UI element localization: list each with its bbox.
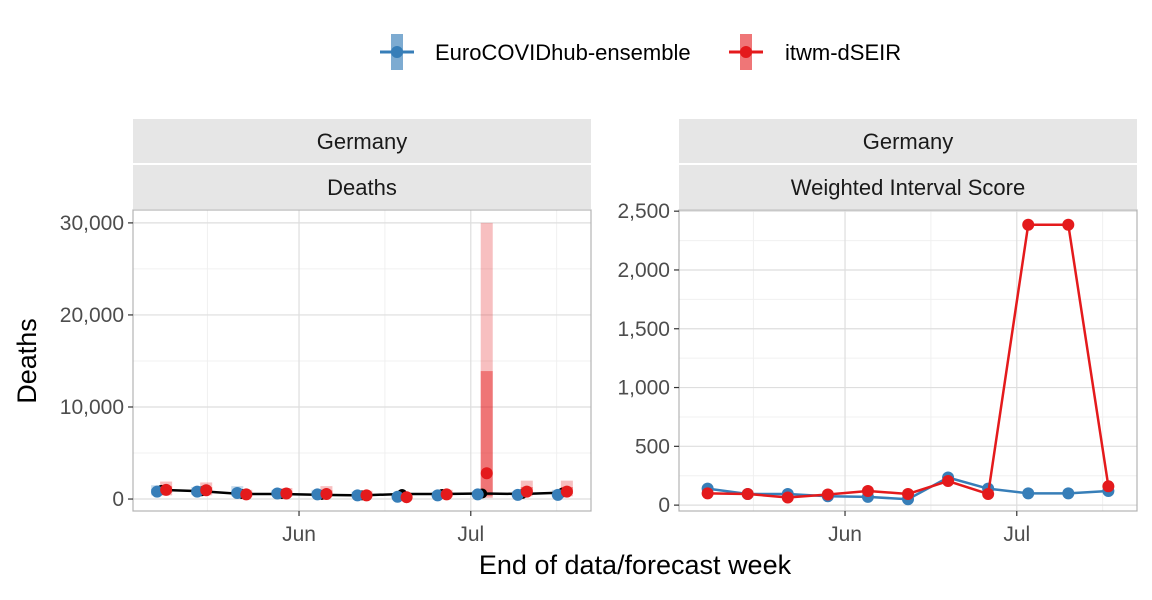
right-y-tick-label: 0 bbox=[658, 494, 670, 517]
left-median-point bbox=[160, 483, 173, 496]
right-series-point bbox=[781, 491, 794, 504]
right-y-tick-label: 2,500 bbox=[617, 200, 670, 223]
left-median-point bbox=[191, 485, 204, 498]
right-y-tick-label: 2,000 bbox=[617, 259, 670, 282]
legend-key-ensemble-point bbox=[391, 46, 403, 58]
left-inner-interval bbox=[480, 371, 493, 497]
legend-label-ensemble: EuroCOVIDhub-ensemble bbox=[435, 40, 691, 65]
left-median-point bbox=[400, 491, 413, 504]
right-panel-strips: Germany Weighted Interval Score bbox=[679, 119, 1137, 209]
right-plot-bg bbox=[679, 210, 1137, 511]
left-median-point bbox=[391, 490, 404, 503]
right-x-tick-label: Jun bbox=[828, 523, 862, 546]
left-median-point bbox=[520, 485, 533, 498]
left-median-point bbox=[231, 487, 244, 500]
legend-key-ensemble bbox=[380, 34, 414, 70]
legend: EuroCOVIDhub-ensemble itwm-dSEIR bbox=[380, 34, 901, 70]
left-strip-metric: Deaths bbox=[327, 175, 397, 200]
left-median-point bbox=[271, 487, 284, 500]
left-median-point bbox=[360, 489, 373, 502]
right-series-point bbox=[701, 487, 714, 500]
left-strip-bottom-bg bbox=[133, 165, 591, 209]
left-median-point bbox=[280, 487, 293, 500]
left-median-point bbox=[560, 485, 573, 498]
left-median-point bbox=[240, 488, 253, 501]
left-y-tick-label: 20,000 bbox=[60, 304, 124, 327]
right-strip-country: Germany bbox=[863, 129, 953, 154]
left-median-point bbox=[151, 485, 164, 498]
right-series-point bbox=[942, 475, 955, 488]
left-y-tick-label: 10,000 bbox=[60, 396, 124, 419]
left-median-point bbox=[480, 467, 493, 480]
left-median-point bbox=[431, 489, 444, 502]
left-x-tick-label: Jul bbox=[457, 523, 484, 546]
left-median-point bbox=[551, 488, 564, 501]
left-strip-country: Germany bbox=[317, 129, 407, 154]
left-median-point bbox=[471, 488, 484, 501]
right-strip-metric: Weighted Interval Score bbox=[791, 175, 1025, 200]
right-series-point bbox=[861, 485, 874, 498]
right-series-point bbox=[1022, 487, 1035, 500]
right-series-point bbox=[1022, 218, 1035, 231]
y-axis-title: Deaths bbox=[12, 318, 42, 404]
right-x-tick-label: Jul bbox=[1003, 523, 1030, 546]
left-median-point bbox=[311, 488, 324, 501]
legend-key-itwm bbox=[729, 34, 763, 70]
left-panel-strips: Germany Deaths bbox=[133, 119, 591, 209]
right-panel-plot: 0 500 1,000 1,500 2,000 2,500 Jun Jul bbox=[617, 200, 1138, 546]
left-strip-top-bg bbox=[133, 119, 591, 163]
right-y-tick-label: 1,500 bbox=[617, 318, 670, 341]
left-median-point bbox=[200, 484, 213, 497]
left-median-point bbox=[440, 488, 453, 501]
x-axis-title: End of data/forecast week bbox=[479, 550, 792, 580]
legend-key-itwm-point bbox=[740, 46, 752, 58]
right-series-point bbox=[1062, 218, 1075, 231]
legend-label-itwm: itwm-dSEIR bbox=[785, 40, 901, 65]
left-y-tick-label: 30,000 bbox=[60, 212, 124, 235]
left-panel-plot: 0 10,000 20,000 30,000 Jun Jul bbox=[60, 209, 592, 546]
right-series-point bbox=[902, 487, 914, 500]
right-series-point bbox=[1062, 487, 1075, 500]
right-series-point bbox=[741, 487, 754, 500]
left-median-point bbox=[511, 488, 524, 501]
left-median-point bbox=[320, 487, 333, 500]
right-panel-border bbox=[678, 209, 1138, 512]
right-y-tick-label: 1,000 bbox=[617, 377, 670, 400]
right-series-point bbox=[982, 487, 995, 500]
left-panel-border bbox=[132, 209, 592, 512]
right-series-point bbox=[821, 488, 834, 501]
left-median-point bbox=[351, 489, 364, 502]
left-x-tick-label: Jun bbox=[282, 523, 316, 546]
left-y-tick-label: 0 bbox=[112, 488, 124, 511]
right-y-tick-label: 500 bbox=[635, 435, 670, 458]
right-series-point bbox=[1102, 480, 1115, 493]
left-outer-interval bbox=[480, 222, 493, 499]
right-strip-top-bg bbox=[679, 119, 1137, 163]
right-strip-bottom-bg bbox=[679, 165, 1137, 209]
